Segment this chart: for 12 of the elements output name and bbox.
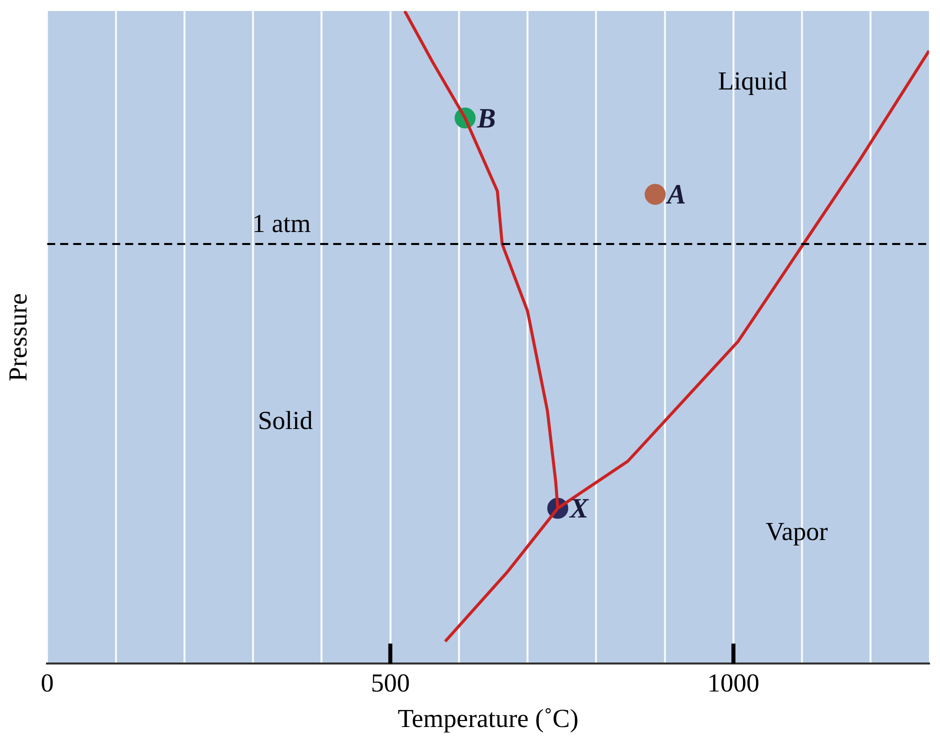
x-tick-label: 0: [40, 668, 54, 698]
annotation: Vapor: [766, 516, 828, 546]
series-label: X: [568, 494, 590, 525]
x-tick-label: 1000: [707, 668, 760, 698]
series-label: B: [476, 103, 496, 134]
x-tick-label: 500: [370, 668, 410, 698]
series-label: A: [665, 180, 686, 211]
annotation: Liquid: [718, 66, 788, 96]
y-axis-title: Pressure: [3, 293, 32, 382]
ref-line-label: 1 atm: [252, 208, 311, 238]
x-axis-title: Temperature (˚C): [398, 704, 579, 734]
annotation: Solid: [258, 406, 313, 435]
